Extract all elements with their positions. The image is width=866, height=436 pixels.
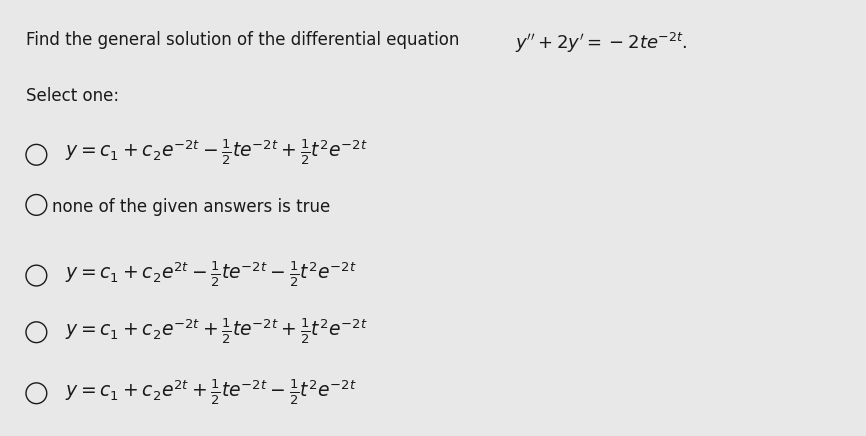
Text: $y = c_1 + c_2e^{-2t} + \frac{1}{2}te^{-2t} + \frac{1}{2}t^2e^{-2t}$: $y = c_1 + c_2e^{-2t} + \frac{1}{2}te^{-…	[65, 316, 367, 346]
Text: $y = c_1 + c_2e^{2t} + \frac{1}{2}te^{-2t} - \frac{1}{2}t^2e^{-2t}$: $y = c_1 + c_2e^{2t} + \frac{1}{2}te^{-2…	[65, 377, 357, 407]
Text: Find the general solution of the differential equation: Find the general solution of the differe…	[26, 31, 459, 48]
Text: Select one:: Select one:	[26, 87, 120, 105]
Text: none of the given answers is true: none of the given answers is true	[52, 198, 330, 216]
Text: $y'' + 2y' = -2te^{-2t}.$: $y'' + 2y' = -2te^{-2t}.$	[515, 31, 688, 54]
Text: $y = c_1 + c_2e^{-2t} - \frac{1}{2}te^{-2t} + \frac{1}{2}t^2e^{-2t}$: $y = c_1 + c_2e^{-2t} - \frac{1}{2}te^{-…	[65, 137, 367, 167]
Text: $y = c_1 + c_2e^{2t} - \frac{1}{2}te^{-2t} - \frac{1}{2}t^2e^{-2t}$: $y = c_1 + c_2e^{2t} - \frac{1}{2}te^{-2…	[65, 259, 357, 289]
